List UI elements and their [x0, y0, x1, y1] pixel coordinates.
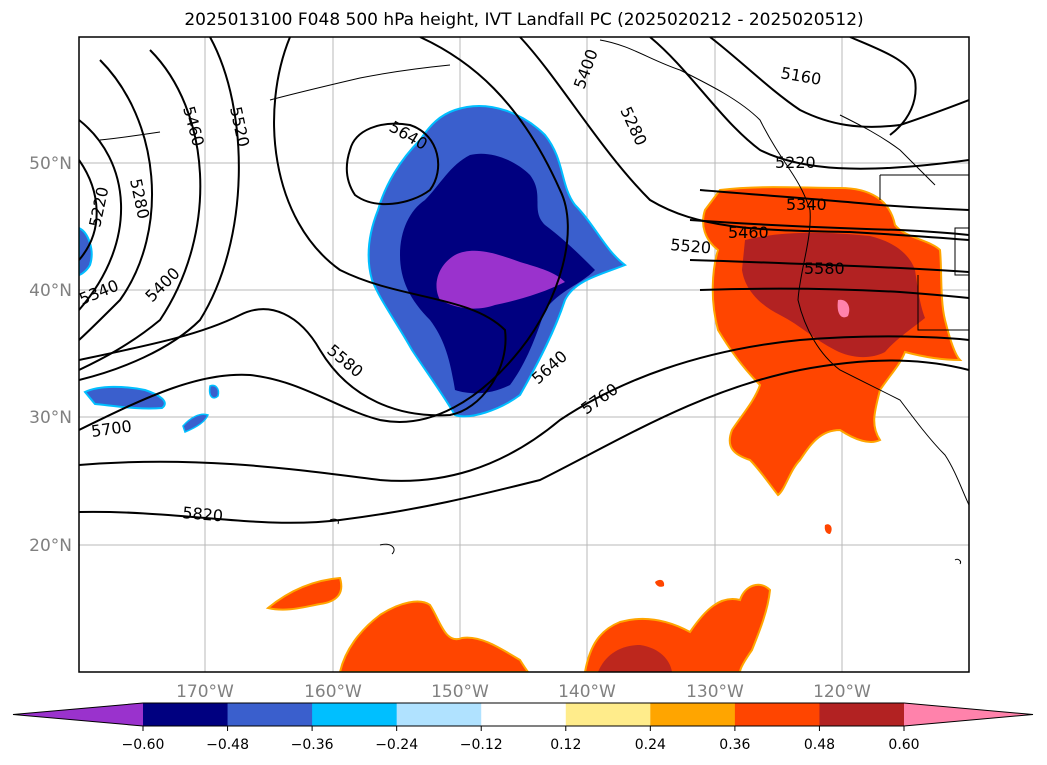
contour-label: 5340: [786, 195, 827, 214]
longitude-labels: 170°W 160°W 150°W 140°W 130°W 120°W: [176, 682, 871, 702]
colorbar-tick-label: −0.60: [122, 737, 165, 753]
lon-label: 130°W: [686, 682, 744, 702]
colorbar-segment: [312, 703, 398, 726]
colorbar-tick-label: 0.60: [888, 737, 919, 753]
colorbar-tick-label: −0.24: [375, 737, 418, 753]
contour-label: 5520: [670, 235, 712, 257]
colorbar-tick-label: 0.48: [804, 737, 835, 753]
lon-label: 120°W: [813, 682, 871, 702]
lon-label: 160°W: [304, 682, 362, 702]
lat-label: 40°N: [29, 281, 72, 301]
colorbar-segment: [396, 703, 482, 726]
lon-label: 150°W: [431, 682, 489, 702]
contour-label: 5820: [182, 503, 224, 525]
colorbar-tick-label: −0.12: [460, 737, 503, 753]
lat-label: 50°N: [29, 154, 72, 174]
colorbar-segment: [227, 703, 313, 726]
negative-ivt-region: [79, 105, 628, 433]
height-contours: [79, 37, 969, 524]
colorbar-segment: [819, 703, 905, 726]
colorbar-segment: [481, 703, 567, 726]
colorbar-extend-min: [13, 703, 143, 726]
colorbar-segment: [143, 703, 229, 726]
map-title: 2025013100 F048 500 hPa height, IVT Land…: [184, 10, 863, 30]
lat-label: 20°N: [29, 536, 72, 556]
lon-label: 140°W: [558, 682, 616, 702]
coastlines: [99, 39, 969, 565]
colorbar-tick-label: −0.48: [206, 737, 249, 753]
lon-label: 170°W: [176, 682, 234, 702]
lat-label: 30°N: [29, 408, 72, 428]
contour-label: 5220: [775, 153, 816, 172]
map-frame: [78, 36, 970, 673]
latitude-labels: 50°N 40°N 30°N 20°N: [29, 154, 72, 556]
colorbar-segment: [565, 703, 651, 726]
colorbar-tick-label: −0.36: [291, 737, 334, 753]
colorbar-segment: [650, 703, 736, 726]
colorbar-tick-label: 0.12: [550, 737, 581, 753]
colorbar-segment: [734, 703, 820, 726]
colorbar: −0.60 −0.48 −0.36 −0.24 −0.12 0.12 0.24 0.36 0.4…: [12, 702, 1034, 753]
colorbar-tick-label: 0.36: [719, 737, 750, 753]
colorbar-extend-max: [904, 703, 1033, 726]
contour-label: 5460: [728, 223, 769, 242]
contour-label: 5580: [804, 259, 845, 278]
colorbar-tick-label: 0.24: [635, 737, 666, 753]
